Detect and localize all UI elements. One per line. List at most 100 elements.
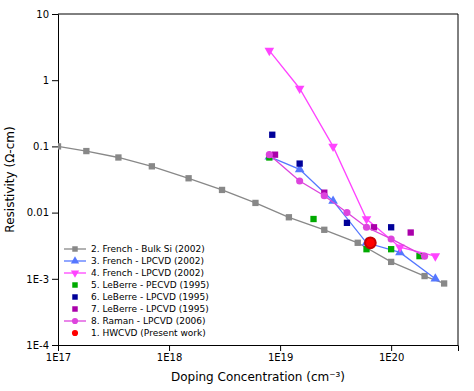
tick: 1E19 <box>268 345 293 363</box>
line <box>58 146 444 283</box>
series <box>272 152 414 236</box>
legend-swatch <box>72 282 77 287</box>
x-axis: 1E17 1E18 1E19 1E20 <box>46 345 459 363</box>
legend-item: 6. LeBerre - LPCVD (1995) <box>72 292 208 302</box>
y-axis: 1E-4 1E-3 0.01 0.1 1 10 <box>26 9 58 351</box>
tick-label: 1E20 <box>379 352 404 363</box>
tick-mark <box>391 345 392 351</box>
line <box>269 157 435 279</box>
legend-label: 5. LeBerre - PECVD (1995) <box>91 280 209 290</box>
legend-label: 8. Raman - LPCVD (2006) <box>91 316 206 326</box>
point <box>321 192 328 199</box>
tick-label: 1E19 <box>268 352 293 363</box>
tick-mark <box>52 80 58 81</box>
series <box>365 237 376 248</box>
legend-item: 4. French - LPCVD (2002) <box>64 268 204 278</box>
legend-label: 4. French - LPCVD (2002) <box>91 268 204 278</box>
tick-label: 0.01 <box>27 207 49 218</box>
legend-label: 6. LeBerre - LPCVD (1995) <box>91 292 209 302</box>
tick-mark <box>52 345 58 346</box>
frame <box>458 14 459 345</box>
tick: 1E-4 <box>26 340 58 351</box>
point <box>266 151 273 158</box>
point <box>365 237 376 248</box>
tick: 10 <box>36 9 58 20</box>
point <box>408 229 414 235</box>
point <box>388 259 394 265</box>
series <box>58 143 447 286</box>
legend-item: 5. LeBerre - PECVD (1995) <box>72 280 209 290</box>
legend-item: 8. Raman - LPCVD (2006) <box>64 316 206 326</box>
point <box>344 220 350 226</box>
axis-line <box>59 346 459 352</box>
point <box>388 235 395 242</box>
y-axis-title: Resistivity (Ω-cm) <box>3 126 17 232</box>
legend-swatch <box>72 318 78 324</box>
legend-swatch <box>72 246 77 251</box>
tick-label: 1E17 <box>46 352 71 363</box>
tick: 1E17 <box>46 345 71 363</box>
tick-label: 1 <box>43 75 49 86</box>
legend-label: 7. LeBerre - LPCVD (1995) <box>91 304 209 314</box>
legend-swatch <box>72 306 77 311</box>
series <box>265 151 441 281</box>
legend-swatch <box>71 271 79 278</box>
point <box>115 154 121 160</box>
point <box>265 48 275 56</box>
legend-label: 1. HWCVD (Present work) <box>91 328 206 338</box>
point <box>421 273 427 279</box>
point <box>343 209 350 216</box>
tick-label: 1E18 <box>157 352 182 363</box>
frame <box>58 14 458 15</box>
legend: 2. French - Bulk Si (2002) 3. French - LP… <box>64 244 209 338</box>
point <box>83 148 89 154</box>
point <box>328 144 338 152</box>
legend-item: 3. French - LPCVD (2002) <box>64 256 204 266</box>
x-axis-title: Doping Concentration (cm⁻³) <box>171 370 345 384</box>
tick: 1E-3 <box>26 274 58 285</box>
point <box>310 216 316 222</box>
point <box>149 163 155 169</box>
point <box>321 227 327 233</box>
point <box>355 240 361 246</box>
point <box>296 177 303 184</box>
point <box>185 175 191 181</box>
point <box>431 273 441 281</box>
tick-mark <box>280 345 281 351</box>
point <box>252 200 258 206</box>
tick-label: 10 <box>36 9 49 20</box>
chart: 1E17 1E18 1E19 1E20 1E-4 1E-3 0.01 0.1 1 10 2. Fre… <box>0 0 474 391</box>
legend-item: 7. LeBerre - LPCVD (1995) <box>72 304 208 314</box>
point <box>58 143 61 149</box>
marks <box>58 48 447 287</box>
tick-mark <box>52 146 58 147</box>
point <box>219 187 225 193</box>
legend-swatch <box>72 330 78 336</box>
point <box>388 224 394 230</box>
tick-mark <box>52 14 58 15</box>
point <box>296 160 302 166</box>
point <box>363 224 370 231</box>
legend-item: 2. French - Bulk Si (2002) <box>64 244 205 254</box>
point <box>421 253 428 260</box>
tick: 1 <box>43 75 58 86</box>
tick-label: 1E-3 <box>26 274 49 285</box>
legend-swatch <box>71 256 79 263</box>
tick: 0.1 <box>33 141 58 152</box>
line <box>269 155 424 256</box>
point <box>441 280 447 286</box>
tick-mark <box>52 213 58 214</box>
tick: 0.01 <box>27 207 58 218</box>
line <box>269 51 435 257</box>
tick-mark <box>52 279 58 280</box>
point <box>286 214 292 220</box>
point <box>362 216 372 224</box>
legend-swatch <box>72 294 77 299</box>
tick-label: 1E-4 <box>26 340 49 351</box>
point <box>295 86 305 94</box>
series <box>266 151 428 260</box>
tick: 1E20 <box>379 345 404 363</box>
point <box>388 246 394 252</box>
tick: 1E18 <box>157 345 182 363</box>
point <box>269 132 275 138</box>
